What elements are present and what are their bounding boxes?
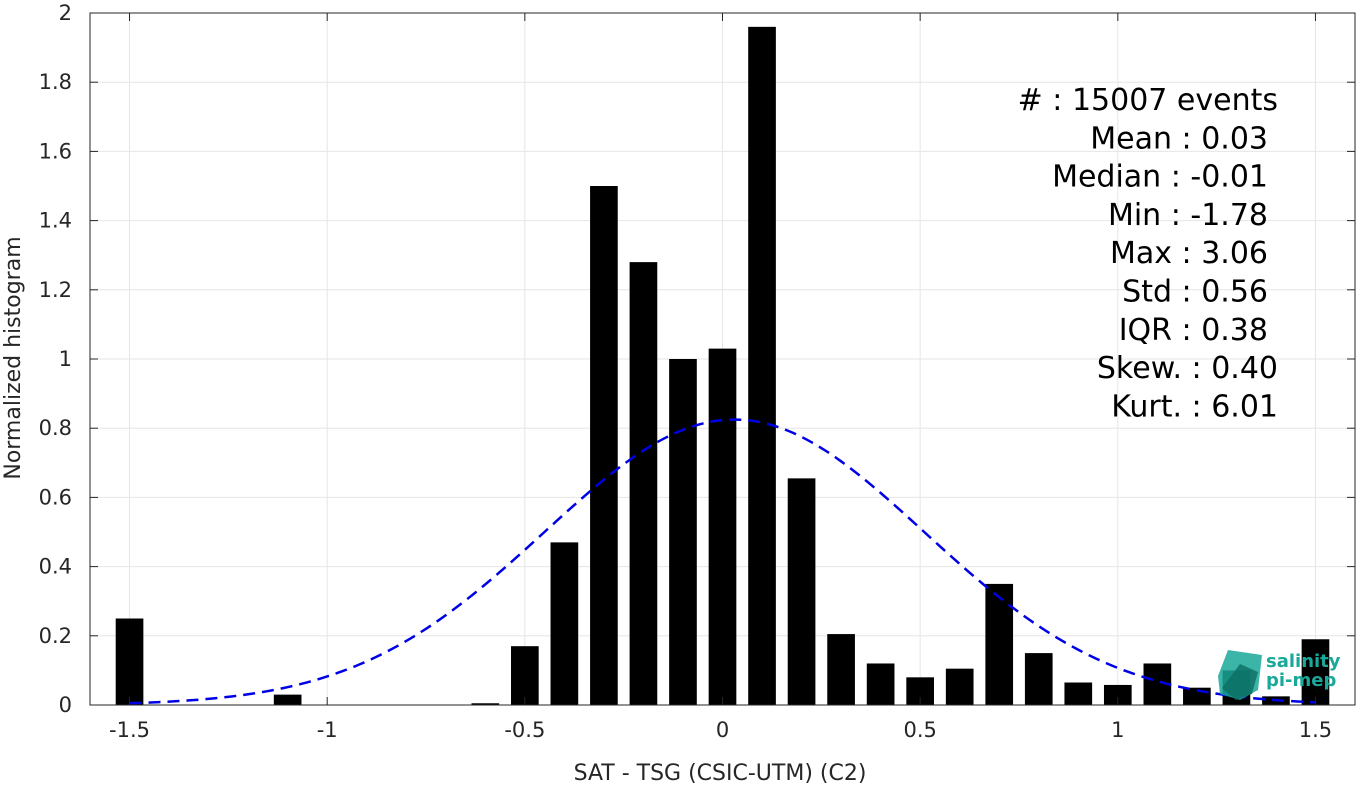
histogram-bar (866, 663, 895, 705)
histogram-bar (985, 583, 1014, 705)
y-tick-label: 0.6 (39, 485, 72, 509)
x-tick-label: -0.5 (504, 718, 545, 742)
y-tick-label: 1.6 (39, 139, 72, 163)
stat-line: Kurt. : 6.01 (1111, 389, 1278, 424)
y-tick-label: 0.2 (39, 624, 72, 648)
stat-line: Std : 0.56 (1122, 275, 1268, 310)
histogram-bar (945, 668, 974, 705)
histogram-bar (1024, 653, 1053, 705)
stat-line: Max : 3.06 (1110, 236, 1268, 271)
logo-line1: salinity (1266, 651, 1341, 672)
x-axis-label: SAT - TSG (CSIC-UTM) (C2) (574, 761, 867, 785)
histogram-bar (115, 618, 144, 705)
x-tick-label: 0.5 (903, 718, 936, 742)
histogram-bar (550, 542, 579, 705)
histogram-bar (590, 186, 618, 705)
x-tick-label: 1.5 (1299, 718, 1332, 742)
y-tick-label: 0 (59, 693, 72, 717)
y-axis-label: Normalized histogram (1, 236, 26, 479)
y-tick-label: 1.8 (39, 70, 72, 94)
bars (115, 26, 1330, 705)
histogram-bar (511, 646, 539, 705)
stat-line: # : 15007 events (1018, 83, 1278, 118)
stat-line: Skew. : 0.40 (1097, 351, 1278, 386)
histogram-bar (827, 634, 855, 705)
y-tick-label: 0.4 (39, 555, 72, 579)
stat-line: IQR : 0.38 (1119, 313, 1268, 348)
histogram-bar (1064, 682, 1093, 705)
x-tick-label: 0 (716, 718, 729, 742)
histogram-bar (471, 703, 500, 705)
x-axis-ticks: -1.5 -1 -0.5 0 0.5 1 1.5 (109, 13, 1332, 742)
salinity-pi-mep-logo: salinity pi-mep (1218, 650, 1341, 700)
y-tick-label: 2 (59, 1, 72, 25)
histogram-bar (1301, 639, 1330, 705)
histogram-bar (787, 478, 816, 705)
logo-line2: pi-mep (1266, 670, 1336, 691)
logo-shape-shadow (1222, 664, 1258, 700)
histogram-bar (748, 26, 776, 705)
x-tick-label: -1.5 (109, 718, 150, 742)
stat-line: Min : -1.78 (1108, 198, 1268, 233)
x-tick-label: -1 (317, 718, 338, 742)
stat-line: Mean : 0.03 (1090, 121, 1268, 156)
histogram-bar (708, 348, 737, 705)
x-tick-label: 1 (1111, 718, 1124, 742)
y-tick-label: 0.8 (39, 416, 72, 440)
y-tick-label: 1.2 (39, 278, 72, 302)
gaussian-fit-curve (129, 418, 1316, 705)
histogram-bar (1103, 684, 1132, 705)
histogram-bar (273, 694, 302, 705)
y-axis-ticks: 0 0.2 0.4 0.6 0.8 1 1.2 1.4 1.6 1.8 2 (39, 1, 1355, 717)
histogram-bar (629, 262, 658, 705)
y-tick-label: 1 (59, 347, 72, 371)
stat-line: Median : -0.01 (1052, 160, 1268, 195)
histogram-bar (669, 359, 697, 705)
y-tick-label: 1.4 (39, 209, 72, 233)
